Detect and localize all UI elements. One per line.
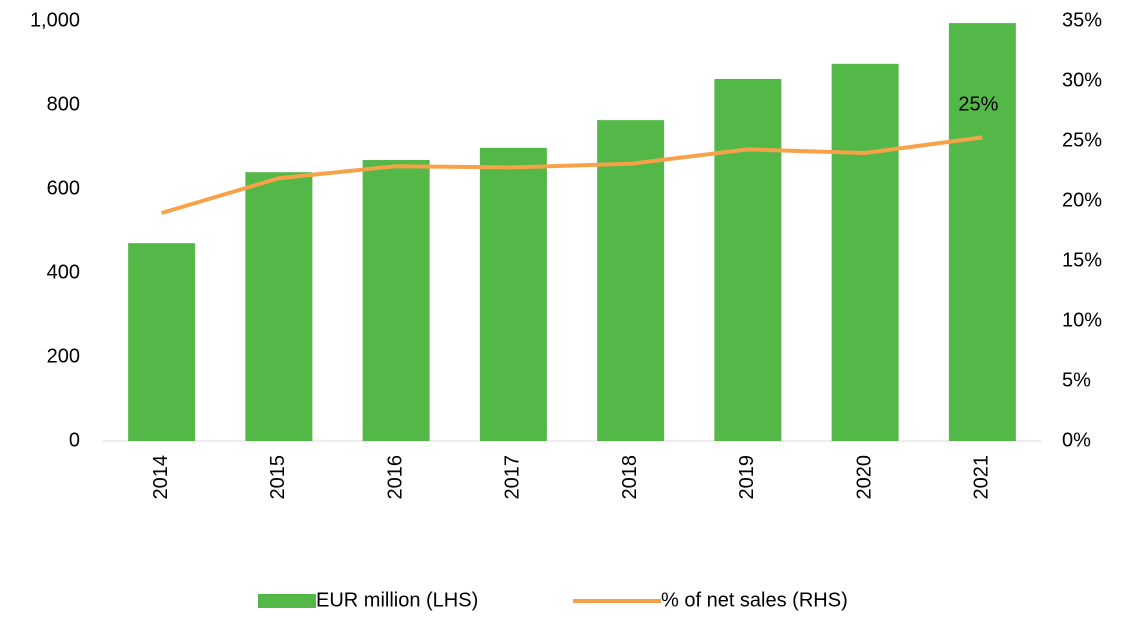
y2-tick-label: 35% — [1062, 9, 1102, 31]
legend-swatch — [258, 594, 316, 608]
y-tick-label: 800 — [47, 93, 80, 115]
bar — [362, 160, 430, 441]
data-label: 25% — [958, 94, 998, 116]
bar — [597, 120, 665, 442]
y2-tick-label: 25% — [1062, 129, 1102, 151]
y-tick-label: 0 — [69, 429, 80, 451]
y-tick-label: 400 — [47, 261, 80, 283]
x-tick-label: 2015 — [267, 455, 289, 500]
y2-tick-label: 5% — [1062, 369, 1091, 391]
x-tick-label: 2020 — [853, 455, 875, 500]
y-tick-label: 600 — [47, 177, 80, 199]
x-tick-label: 2019 — [736, 455, 758, 500]
y-tick-label: 1,000 — [30, 9, 80, 31]
bar — [948, 23, 1016, 441]
y2-tick-label: 15% — [1062, 249, 1102, 271]
line — [161, 135, 983, 215]
x-tick-label: 2021 — [971, 455, 993, 500]
legend-label: EUR million (LHS) — [316, 589, 478, 611]
y2-tick-label: 20% — [1062, 189, 1102, 211]
x-tick-label: 2014 — [150, 455, 172, 500]
bar — [128, 243, 196, 441]
x-tick-label: 2016 — [384, 455, 406, 500]
y2-tick-label: 30% — [1062, 69, 1102, 91]
bar — [714, 78, 782, 442]
y2-tick-label: 0% — [1062, 429, 1091, 451]
x-tick-label: 2017 — [502, 455, 524, 500]
x-tick-label: 2018 — [619, 455, 641, 500]
bar — [831, 63, 899, 442]
bar — [245, 172, 313, 441]
bar — [479, 147, 547, 441]
y-tick-label: 200 — [47, 345, 80, 367]
legend-label: % of net sales (RHS) — [661, 589, 848, 611]
y2-tick-label: 10% — [1062, 309, 1102, 331]
